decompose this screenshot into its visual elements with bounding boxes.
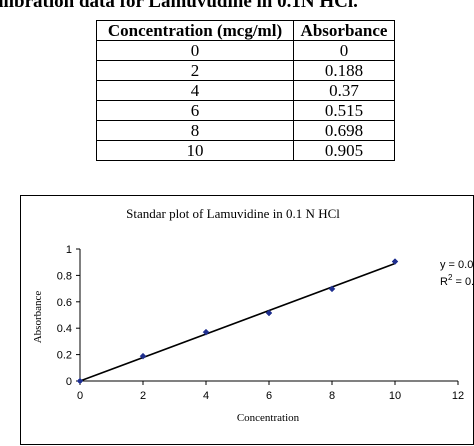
data-point bbox=[265, 309, 273, 317]
data-point bbox=[202, 328, 210, 336]
column-header-absorbance: Absorbance bbox=[293, 20, 395, 41]
data-point bbox=[139, 352, 147, 360]
table-cell-absorbance: 0.698 bbox=[293, 120, 395, 141]
table-cell-concentration: 6 bbox=[96, 100, 294, 121]
y-tick-label: 0.4 bbox=[57, 323, 72, 335]
table-cell-absorbance: 0.515 bbox=[293, 100, 395, 121]
column-header-concentration: Concentration (mcg/ml) bbox=[96, 20, 294, 41]
x-tick-label: 2 bbox=[140, 390, 146, 402]
table-cell-concentration: 2 bbox=[96, 60, 294, 81]
table-row: 6 0.515 bbox=[96, 100, 395, 121]
data-point bbox=[76, 377, 84, 385]
table-row: 0 0 bbox=[96, 40, 395, 61]
calibration-table: Concentration (mcg/ml) Absorbance 0 0 2 … bbox=[96, 20, 395, 161]
y-tick-label: 0.8 bbox=[57, 270, 72, 282]
table-cell-absorbance: 0 bbox=[293, 40, 395, 61]
chart-title: Standar plot of Lamuvidine in 0.1 N HCl bbox=[126, 206, 340, 221]
x-axis-label: Concentration bbox=[237, 412, 300, 424]
x-tick-label: 12 bbox=[452, 390, 464, 402]
table-row: 8 0.698 bbox=[96, 120, 395, 141]
y-tick-label: 1 bbox=[66, 244, 72, 256]
table-cell-concentration: 8 bbox=[96, 120, 294, 141]
trendline bbox=[79, 262, 396, 382]
x-tick-label: 10 bbox=[389, 390, 401, 402]
x-tick-label: 4 bbox=[203, 390, 209, 402]
table-row: 10 0.905 bbox=[96, 140, 395, 161]
y-tick-label: 0.6 bbox=[57, 297, 72, 309]
r-squared-prefix: R bbox=[440, 276, 448, 288]
data-point bbox=[328, 285, 336, 293]
calibration-chart: Standar plot of Lamuvidine in 0.1 N HCl … bbox=[32, 206, 474, 424]
r-squared-label: R2 = 0.998 bbox=[440, 273, 474, 288]
data-point bbox=[391, 258, 399, 265]
x-tick-label: 8 bbox=[329, 390, 335, 402]
x-tick-label: 6 bbox=[266, 390, 272, 402]
x-tick-label: 0 bbox=[77, 390, 83, 402]
table-cell-absorbance: 0.37 bbox=[293, 80, 395, 101]
table-row: 2 0.188 bbox=[96, 60, 395, 81]
table-cell-absorbance: 0.188 bbox=[293, 60, 395, 81]
y-axis-label: Absorbance bbox=[32, 291, 44, 344]
table-cell-concentration: 10 bbox=[96, 140, 294, 161]
trendline-equation: y = 0.089x bbox=[440, 259, 474, 271]
table-cell-concentration: 0 bbox=[96, 40, 294, 61]
r-squared-superscript: 2 bbox=[448, 273, 453, 282]
table-heading: alibration data for Lamuvudine in 0.1N H… bbox=[0, 0, 358, 12]
table-row: 4 0.37 bbox=[96, 80, 395, 101]
y-tick-label: 0.2 bbox=[57, 350, 72, 362]
table-header-row: Concentration (mcg/ml) Absorbance bbox=[96, 20, 395, 41]
chart-frame: Standar plot of Lamuvidine in 0.1 N HCl … bbox=[20, 195, 474, 445]
table-cell-absorbance: 0.905 bbox=[293, 140, 395, 161]
y-tick-label: 0 bbox=[66, 376, 72, 388]
table-cell-concentration: 4 bbox=[96, 80, 294, 101]
r-squared-value: = 0.998 bbox=[452, 276, 474, 288]
